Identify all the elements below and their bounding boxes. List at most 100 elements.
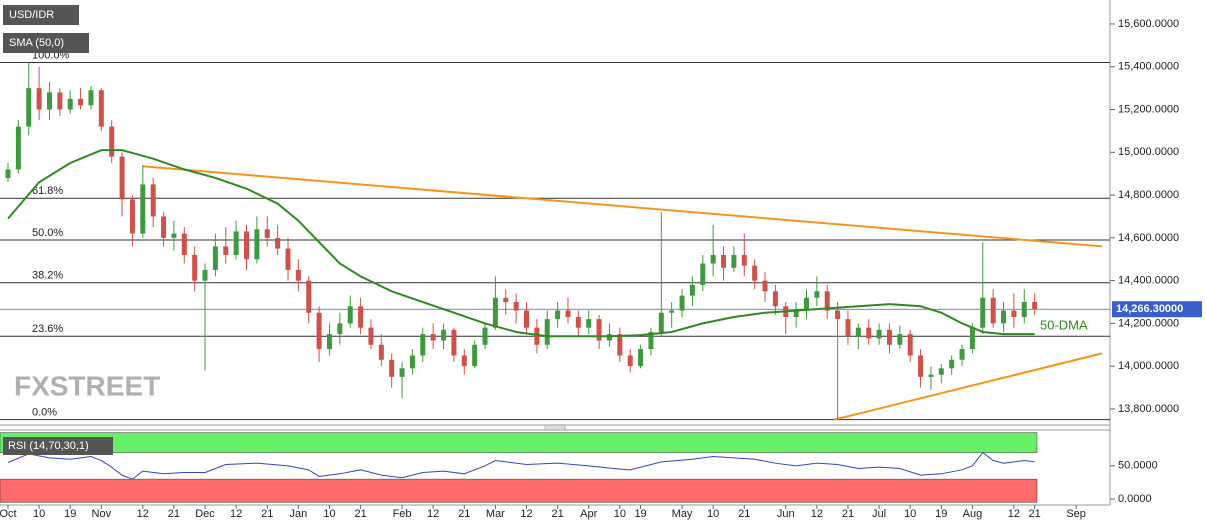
- candle-body: [109, 126, 115, 157]
- candle-body: [949, 359, 955, 369]
- candle-body: [534, 327, 540, 345]
- candle-body: [586, 319, 592, 328]
- rsi-tick-label: 0.0000: [1118, 493, 1152, 505]
- candle-body: [244, 231, 250, 260]
- x-tick-label: Feb: [393, 508, 412, 520]
- candle-body: [938, 368, 944, 375]
- x-tick-label: Mar: [486, 508, 505, 520]
- x-tick-label: 10: [707, 508, 719, 520]
- candle-body: [451, 329, 457, 356]
- candle-body: [741, 254, 747, 266]
- sma-line: [7, 149, 1035, 338]
- x-tick-label: Nov: [92, 508, 112, 520]
- x-tick-label: 21: [458, 508, 470, 520]
- candle-body: [181, 233, 187, 255]
- candle-body: [461, 355, 467, 367]
- candle-body: [814, 291, 820, 298]
- candle-body: [192, 254, 198, 281]
- sma-label: 50-DMA: [1040, 318, 1088, 333]
- candle-body: [752, 265, 758, 281]
- candle-body: [855, 327, 861, 337]
- candle-body: [389, 359, 395, 377]
- candle-body: [337, 323, 343, 335]
- candle-body: [306, 280, 312, 313]
- candle-body: [275, 237, 281, 249]
- x-tick-label: 12: [811, 508, 823, 520]
- candle-body: [617, 334, 623, 356]
- candle-body: [886, 329, 892, 345]
- fib-label: 50.0%: [32, 227, 63, 239]
- candle-body: [638, 349, 644, 367]
- candle-body: [36, 88, 42, 110]
- x-tick-label: 21: [261, 508, 273, 520]
- x-tick-label: Jan: [289, 508, 307, 520]
- candle-body: [264, 229, 270, 238]
- candle-body: [212, 246, 218, 270]
- candle-body: [46, 92, 52, 110]
- candle-body: [430, 334, 436, 341]
- candle-body: [544, 319, 550, 345]
- candle-body: [575, 316, 581, 328]
- rsi-tick-label: 50.0000: [1118, 460, 1158, 472]
- candle-body: [606, 334, 612, 341]
- candle-body: [513, 302, 519, 311]
- candle-body: [223, 246, 229, 255]
- x-tick-label: Dec: [195, 508, 215, 520]
- candle-body: [627, 355, 633, 367]
- candle-body: [959, 349, 965, 360]
- candle-body: [441, 329, 447, 341]
- x-tick-label: Oct: [0, 508, 17, 520]
- title-box: [3, 5, 79, 25]
- rsi-box: [3, 437, 113, 455]
- candle-body: [969, 327, 975, 350]
- y-tick-label: 15,000.0000: [1118, 146, 1179, 158]
- candle-body: [689, 284, 695, 296]
- candle-body: [980, 297, 986, 328]
- candle-body: [119, 156, 125, 200]
- candle-body: [772, 291, 778, 307]
- x-tick-label: 12: [427, 508, 439, 520]
- x-tick-label: 10: [33, 508, 45, 520]
- candle-body: [5, 169, 11, 178]
- x-tick-label: 10: [904, 508, 916, 520]
- x-tick-label: 21: [842, 508, 854, 520]
- x-tick-label: Sep: [1066, 508, 1086, 520]
- candle-body: [928, 374, 934, 377]
- candle-body: [409, 355, 415, 369]
- candle-body: [492, 297, 498, 328]
- candle-body: [472, 344, 478, 367]
- x-tick-label: 10: [614, 508, 626, 520]
- candle-body: [420, 334, 426, 356]
- candle-body: [202, 269, 208, 281]
- trendline: [142, 165, 1103, 248]
- candle-body: [1011, 310, 1017, 317]
- rsi-oversold-band: [0, 478, 1038, 503]
- candle-body: [26, 88, 32, 127]
- candle-body: [700, 263, 706, 285]
- candle-body: [233, 231, 239, 255]
- candle-body: [565, 310, 571, 317]
- candle-body: [1001, 310, 1007, 324]
- candle-body: [129, 199, 135, 234]
- candle-body: [1032, 302, 1038, 310]
- candle-body: [845, 319, 851, 337]
- y-tick-label: 15,200.0000: [1118, 103, 1179, 115]
- candle-body: [78, 98, 84, 106]
- y-tick-label: 14,800.0000: [1118, 189, 1179, 201]
- x-tick-label: 12: [520, 508, 532, 520]
- y-tick-label: 15,400.0000: [1118, 61, 1179, 73]
- x-tick-label: 19: [634, 508, 646, 520]
- candle-body: [918, 355, 924, 377]
- candle-body: [793, 310, 799, 317]
- candle-body: [596, 319, 602, 341]
- candle-body: [897, 334, 903, 345]
- x-tick-label: Aug: [963, 508, 983, 520]
- candle-body: [658, 312, 664, 332]
- candle-body: [140, 184, 146, 234]
- candle-body: [57, 92, 63, 110]
- rsi-overbought-band: [0, 432, 1038, 453]
- candle-body: [669, 310, 675, 313]
- candle-body: [803, 297, 809, 311]
- candle-body: [866, 327, 872, 339]
